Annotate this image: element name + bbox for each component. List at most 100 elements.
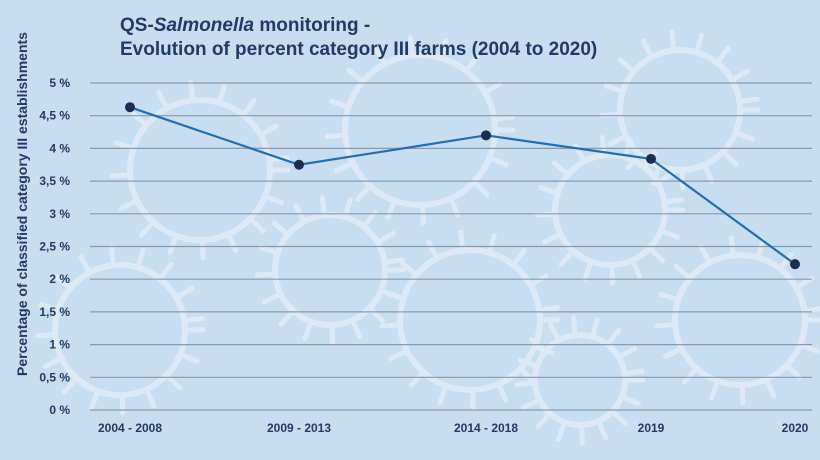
y-tick-label: 1,5 %	[39, 305, 70, 319]
watermark-spike	[603, 83, 622, 93]
watermark-spike	[779, 252, 794, 269]
watermark-spike	[703, 165, 715, 184]
data-point	[294, 159, 304, 170]
y-tick-label: 4,5 %	[39, 109, 70, 123]
watermark-spike	[728, 234, 736, 254]
watermark-spike	[449, 199, 461, 218]
watermark-ring	[127, 97, 273, 243]
watermark-ring	[617, 47, 743, 173]
watermark-spike	[658, 291, 677, 302]
watermark-spike	[109, 172, 129, 179]
y-tick-label: 3 %	[49, 207, 70, 221]
watermark-ring	[272, 212, 388, 328]
watermark-spike	[118, 199, 136, 212]
y-tick-label: 3,5 %	[39, 174, 70, 188]
watermark-spike	[113, 140, 133, 150]
watermark-spike	[540, 305, 560, 313]
watermark-spike	[388, 349, 406, 362]
watermark-blob	[34, 244, 206, 416]
watermark-ring	[397, 247, 543, 393]
watermark-spike	[324, 133, 344, 139]
watermark-blob	[514, 314, 646, 446]
watermark-spike	[271, 220, 288, 235]
watermark-spike	[513, 248, 527, 265]
watermark-spike	[34, 332, 54, 339]
watermark-spike	[805, 306, 820, 313]
watermark-blob	[534, 134, 686, 286]
watermark-spike	[108, 244, 116, 264]
watermark-spike	[495, 114, 515, 122]
watermark-spike	[631, 261, 643, 280]
watermark-spike	[698, 244, 711, 262]
watermark-spike	[319, 194, 327, 214]
watermark-spike	[520, 398, 539, 411]
watermark-spike	[38, 301, 57, 312]
watermark-spike	[474, 182, 490, 198]
x-tick-label: 2020	[782, 421, 809, 435]
y-tick-label: 2,5 %	[39, 240, 70, 254]
watermark-spike	[551, 160, 568, 175]
x-tick-label: 2009 - 2013	[267, 421, 331, 435]
watermark-spike	[582, 262, 593, 282]
x-tick-label: 2019	[638, 421, 665, 435]
gridlines	[90, 82, 812, 411]
watermark-spike	[520, 368, 536, 384]
y-tick-label: 4 %	[49, 141, 70, 155]
watermark-pattern	[34, 29, 820, 446]
x-tick-labels: 2004 - 2008 2009 - 2013 2014 - 2018 2019 202…	[98, 421, 809, 435]
chart-subtitle: Evolution of percent category III farms …	[120, 39, 598, 60]
watermark-spike	[266, 195, 285, 206]
watermark-spike	[669, 29, 676, 49]
watermark-spike	[490, 157, 509, 168]
watermark-spike	[383, 290, 403, 300]
watermark-spike	[130, 110, 146, 125]
watermark-spike	[570, 314, 578, 334]
y-axis-label: Percentage of classified category III es…	[14, 32, 30, 376]
watermark-spike	[597, 422, 609, 441]
watermark-spike	[458, 229, 465, 249]
watermark-spike	[378, 231, 396, 243]
watermark-spike	[681, 368, 697, 385]
watermark-spike	[426, 239, 438, 258]
watermark-spike	[514, 380, 534, 387]
watermark-spike	[619, 346, 638, 358]
watermark-spike	[329, 98, 348, 109]
watermark-spike	[250, 218, 266, 234]
data-point	[646, 153, 656, 164]
watermark-spike	[138, 222, 153, 238]
x-tick-label: 2014 - 2018	[454, 421, 518, 435]
watermark-spike	[333, 162, 352, 174]
watermark-spike	[254, 271, 274, 278]
y-tick-label: 0 %	[49, 403, 70, 417]
watermark-spike	[407, 35, 415, 54]
watermark-spike	[185, 315, 205, 323]
watermark-spike	[547, 321, 560, 340]
watermark-spike	[400, 260, 416, 275]
watermark-spike	[558, 251, 574, 267]
watermark-spike	[535, 413, 550, 430]
y-tick-label: 2 %	[49, 272, 70, 286]
watermark-spike	[346, 67, 362, 82]
x-tick-label: 2004 - 2008	[98, 421, 162, 435]
watermark-spike	[599, 134, 607, 154]
watermark-spike	[673, 264, 690, 279]
watermark-spike	[555, 423, 566, 442]
watermark-spike	[517, 358, 536, 368]
watermark-blob	[254, 194, 406, 346]
watermark-spike	[612, 411, 628, 427]
watermark-spike	[437, 387, 448, 406]
watermark-spike	[623, 137, 633, 156]
y-axis-label-wrap: Percentage of classified category III es…	[12, 18, 32, 390]
watermark-spike	[538, 184, 557, 195]
watermark-spike	[736, 131, 755, 142]
title-italic: Salmonella	[153, 15, 255, 36]
watermark-spike	[607, 135, 625, 147]
watermark-spike	[78, 254, 91, 272]
watermark-spike	[723, 151, 739, 167]
chart-title: QS-Salmonella monitoring - Evolution of …	[120, 14, 597, 62]
watermark-spike	[732, 68, 751, 81]
watermark-spike	[485, 81, 504, 93]
watermark-spike	[607, 327, 622, 344]
